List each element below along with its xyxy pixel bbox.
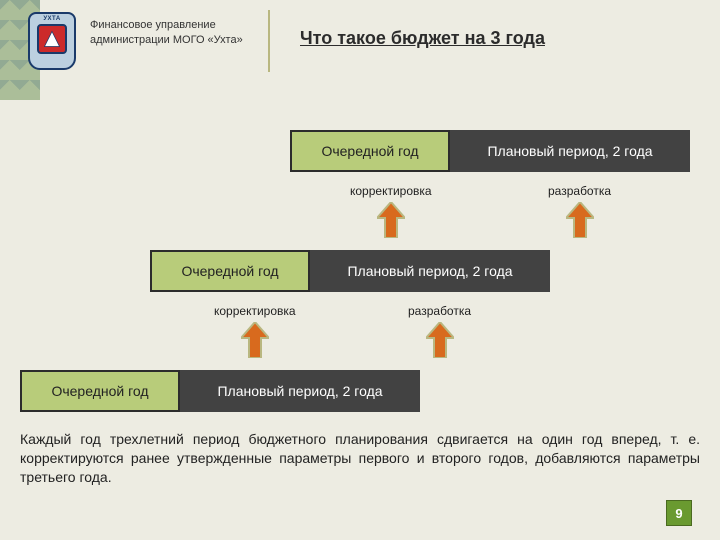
header-divider xyxy=(268,10,270,72)
logo-label: УХТА xyxy=(43,16,60,22)
row2-plan-period: Плановый период, 2 года xyxy=(310,250,550,292)
arrow-label-development: разработка xyxy=(408,304,471,318)
arrow-label-development: разработка xyxy=(548,184,611,198)
arrow-r1r2-correction: корректировка xyxy=(350,180,432,238)
row2-current-year-label: Очередной год xyxy=(181,263,278,279)
footer-paragraph: Каждый год трехлетний период бюджетного … xyxy=(20,430,700,487)
page-title: Что такое бюджет на 3 года xyxy=(300,28,545,49)
arrow-label-correction: корректировка xyxy=(214,304,296,318)
row1-current-year-label: Очередной год xyxy=(321,143,418,159)
arrow-r2r3-development: разработка xyxy=(408,300,471,358)
arrow-label-correction: корректировка xyxy=(350,184,432,198)
page-number: 9 xyxy=(666,500,692,526)
row3-current-year-label: Очередной год xyxy=(51,383,148,399)
row1-plan-period-label: Плановый период, 2 года xyxy=(487,143,652,159)
arrow-r2r3-correction: корректировка xyxy=(214,300,296,358)
row1-plan-period: Плановый период, 2 года xyxy=(450,130,690,172)
org-header: Финансовое управление администрации МОГО… xyxy=(90,18,243,49)
row2-plan-period-label: Плановый период, 2 года xyxy=(347,263,512,279)
row2-current-year: Очередной год xyxy=(150,250,310,292)
arrow-up-icon xyxy=(377,202,405,238)
row1-current-year: Очередной год xyxy=(290,130,450,172)
logo-emblem xyxy=(37,24,67,54)
org-logo: УХТА xyxy=(28,12,76,70)
arrow-up-icon xyxy=(241,322,269,358)
arrow-up-icon xyxy=(426,322,454,358)
row3-plan-period: Плановый период, 2 года xyxy=(180,370,420,412)
row3-current-year: Очередной год xyxy=(20,370,180,412)
org-line1: Финансовое управление xyxy=(90,18,243,33)
row3-plan-period-label: Плановый период, 2 года xyxy=(217,383,382,399)
arrow-r1r2-development: разработка xyxy=(548,180,611,238)
org-line2: администрации МОГО «Ухта» xyxy=(90,33,243,48)
arrow-up-icon xyxy=(566,202,594,238)
